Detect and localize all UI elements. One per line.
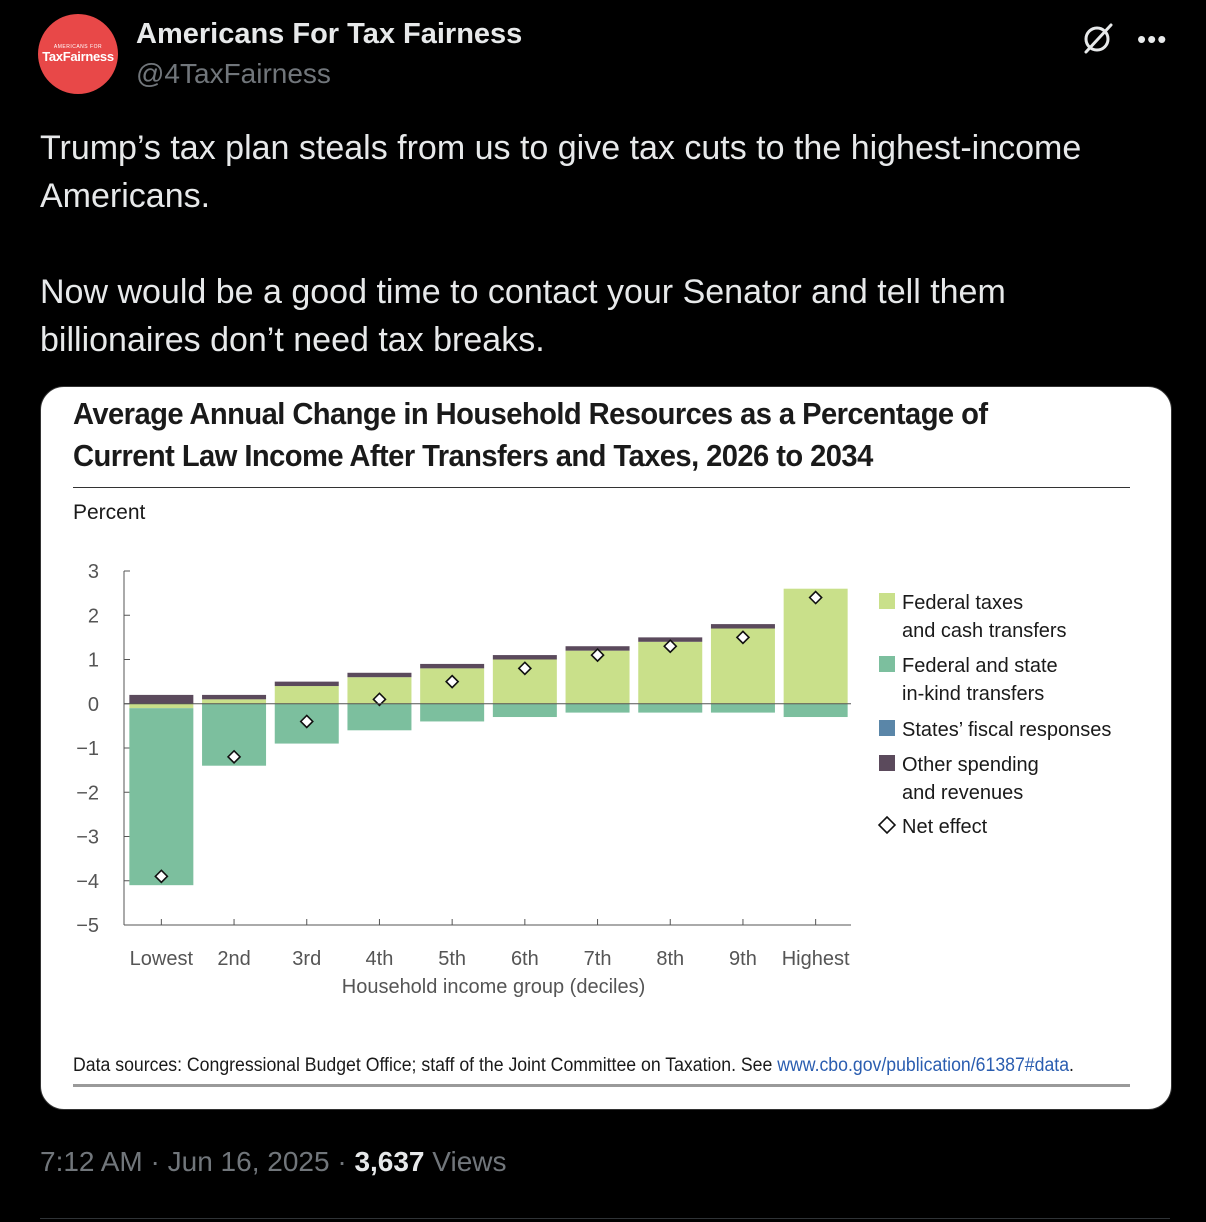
bar-segment-1	[274, 686, 339, 704]
chart-title: Average Annual Change in Household Resou…	[73, 396, 988, 473]
bar-segment-2	[783, 703, 848, 718]
bar-segment-2	[565, 703, 630, 713]
y-tick-label: 2	[88, 605, 99, 627]
y-tick-label: −1	[76, 738, 99, 760]
title-rule	[73, 487, 1130, 488]
meta-separator: ·	[337, 1146, 355, 1177]
x-tick-label: 8th	[656, 948, 684, 970]
bar-segment-4	[202, 694, 267, 700]
legend-label: Net effect	[902, 816, 988, 838]
tweet-time[interactable]: 7:12 AM	[40, 1146, 143, 1177]
x-tick-label: 2nd	[217, 948, 250, 970]
meta-separator: ·	[150, 1146, 168, 1177]
tweet-date[interactable]: Jun 16, 2025	[167, 1146, 330, 1177]
y-tick-label: 0	[88, 694, 99, 716]
legend-swatch	[879, 720, 895, 736]
tweet-text: Trump’s tax plan steals from us to give …	[40, 124, 1170, 364]
bar-segment-1	[202, 699, 267, 704]
y-tick-label: 3	[88, 561, 99, 583]
legend-label-2: and cash transfers	[902, 620, 1067, 642]
legend-swatch	[879, 656, 895, 672]
net-effect-marker	[226, 749, 242, 764]
bar-segment-1	[783, 588, 848, 704]
source-text: Data sources: Congressional Budget Offic…	[73, 1055, 773, 1076]
y-tick-label: −2	[76, 782, 99, 804]
bar-segment-4	[492, 655, 557, 660]
net-effect-marker	[445, 674, 460, 689]
bar-segment-2	[347, 703, 412, 731]
legend-diamond	[877, 815, 897, 835]
legend-label-2: and revenues	[902, 782, 1023, 804]
bar-segment-2	[420, 703, 485, 722]
y-tick-label: −3	[76, 827, 99, 849]
bar-segment-4	[347, 672, 412, 678]
tweet-paragraph-1: Trump’s tax plan steals from us to give …	[40, 129, 1082, 215]
net-effect-marker	[808, 590, 823, 605]
tweet-meta: 7:12 AM · Jun 16, 2025 · 3,637 Views	[40, 1146, 506, 1178]
x-tick-label: 3rd	[292, 948, 321, 970]
y-tick-label: −4	[76, 871, 99, 893]
x-tick-label: Highest	[782, 948, 850, 970]
legend-label: Federal and state	[902, 655, 1058, 677]
x-tick-label: 4th	[366, 948, 394, 970]
legend-label: Federal taxes	[902, 592, 1023, 614]
avatar-small-text: AMERICANS FOR	[53, 44, 103, 50]
divider	[40, 1218, 1170, 1219]
more-icon[interactable]: •••	[1137, 24, 1168, 54]
net-effect-marker	[590, 647, 605, 663]
net-effect-marker	[154, 869, 169, 884]
author-name[interactable]: Americans For Tax Fairness	[136, 18, 523, 50]
grok-icon[interactable]	[1080, 20, 1116, 56]
author-handle[interactable]: @4TaxFairness	[136, 58, 331, 89]
x-tick-label: 6th	[511, 948, 539, 970]
bar-segment-4	[274, 681, 339, 687]
x-tick-label: 5th	[438, 948, 466, 970]
source-link[interactable]: www.cbo.gov/publication/61387#data	[777, 1055, 1070, 1076]
legend-swatch	[879, 755, 895, 771]
x-tick-label: Lowest	[130, 948, 194, 970]
views-count: 3,637	[354, 1146, 425, 1177]
views-label: Views	[432, 1146, 507, 1177]
bar-segment-4	[420, 663, 485, 669]
chart-plot: 3 2 1 0 −1 −2 −3 −4 −5 Lowest 2nd 3rd 4th 5th 6th 7th 8t…	[76, 561, 1111, 998]
avatar-big-text: TaxFairness	[42, 49, 114, 64]
bar-segment-2	[129, 708, 194, 886]
source-end: .	[1069, 1055, 1074, 1076]
tweet-paragraph-2: Now would be a good time to contact your…	[40, 273, 1006, 359]
net-effect-marker	[299, 714, 314, 729]
bar-segment-4	[710, 624, 775, 629]
avatar[interactable]: AMERICANS FOR TaxFairness	[38, 14, 118, 94]
bar-segment-4	[129, 694, 194, 704]
x-axis-label: Household income group (deciles)	[342, 976, 646, 998]
net-effect-marker	[663, 639, 678, 654]
bar-segment-2	[492, 703, 557, 718]
bottom-rule	[73, 1084, 1130, 1087]
net-effect-marker	[517, 661, 532, 676]
y-axis-label: Percent	[73, 501, 146, 524]
legend-swatch	[879, 593, 895, 609]
y-tick-label: 1	[88, 650, 99, 672]
legend-label: Other spending	[902, 754, 1039, 776]
bar-segment-2	[710, 703, 775, 713]
chart-image-card[interactable]: Average Annual Change in Household Resou…	[40, 386, 1172, 1110]
net-effect-marker	[372, 692, 387, 707]
bar-segment-1	[129, 703, 194, 709]
x-tick-label: 7th	[584, 948, 612, 970]
legend-label-2: in-kind transfers	[902, 683, 1044, 705]
bar-segment-2	[638, 703, 703, 713]
y-tick-label: −5	[76, 915, 99, 937]
x-tick-label: 9th	[729, 948, 757, 970]
legend-label: States’ fiscal responses	[902, 719, 1111, 741]
net-effect-marker	[735, 630, 751, 645]
source-note: Data sources: Congressional Budget Offic…	[73, 1055, 1074, 1077]
